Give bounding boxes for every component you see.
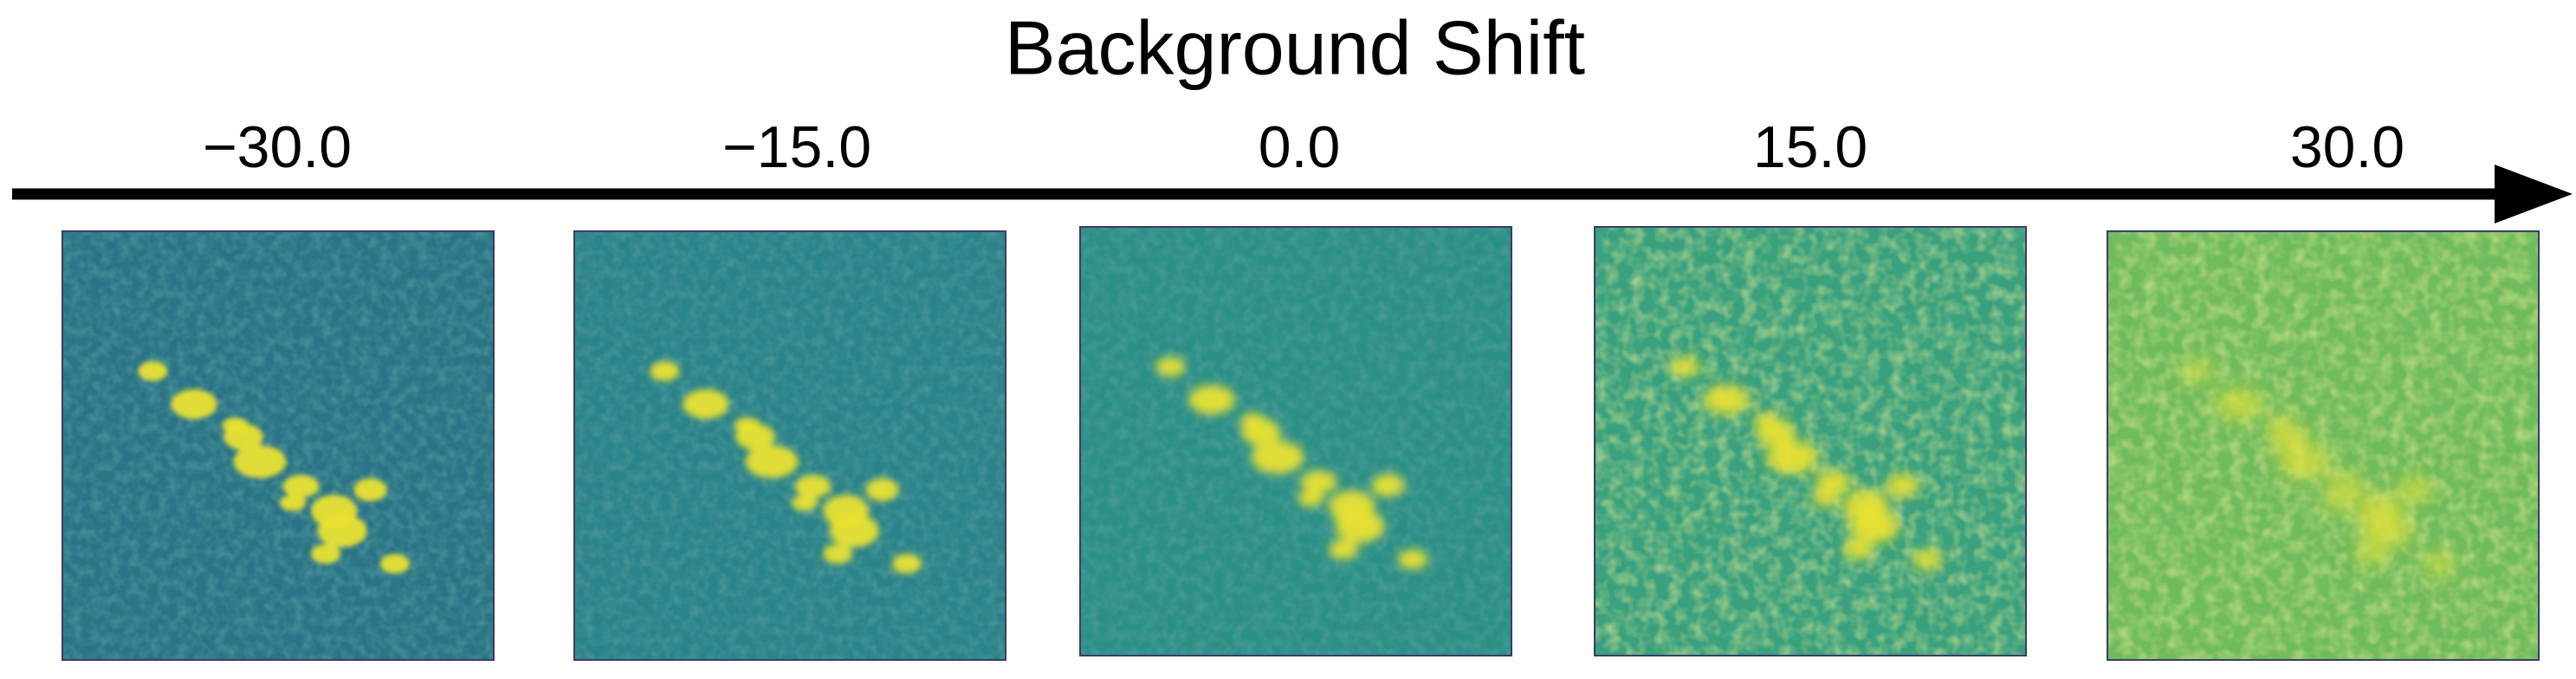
title: Background Shift [1005,4,1585,90]
signal-blob [353,478,387,501]
signal-blob [1239,412,1266,430]
signal-blob [1297,490,1324,508]
image-panel [573,230,1006,661]
signal-blob [791,495,819,512]
signal-blob [1670,357,1700,377]
panel-label: 15.0 [1753,114,1867,180]
signal-blob [379,553,411,574]
panel-border [1079,226,1512,656]
panel-noise [574,231,1006,660]
panel-label: 0.0 [1259,114,1341,180]
signal-blob [794,475,832,498]
panel-noise [1595,227,2026,656]
signal-blob [171,389,217,419]
signal-blob [279,495,307,512]
panel-border [1594,226,2027,656]
arrow-head [2495,165,2573,223]
signal-blob [1188,385,1235,415]
signal-blobs [650,361,922,574]
signal-blob [650,361,680,381]
image-panel [61,230,495,661]
panel-noise [2107,231,2539,660]
signal-blob [282,475,320,498]
signal-blob [829,514,879,547]
panel-noise [1080,227,1511,656]
signal-blob [1754,412,1781,430]
image-panel [2107,230,2540,661]
signal-blob [2398,478,2432,501]
signal-blob [1849,509,1900,543]
panel-border [2107,230,2540,661]
signal-blob [222,417,249,434]
panel-label: −30.0 [203,114,352,180]
signal-blob [823,544,853,564]
panel-border [61,230,495,661]
signal-blob [1815,470,1852,494]
signal-blob [2267,417,2294,434]
signal-blob [1155,357,1186,377]
signal-blob [745,445,799,479]
signal-blob [2324,495,2352,512]
signal-blob [865,478,899,501]
signal-blob [138,361,168,381]
signal-blob [1703,385,1750,415]
panel-noise [62,231,494,660]
signal-blob [2183,361,2213,381]
image-panel [1594,226,2027,656]
signal-blobs [1670,357,1943,570]
signal-blob [1886,474,1919,497]
signal-blob [891,553,922,574]
signal-blob [1811,490,1839,508]
signal-blob [2362,514,2412,547]
signal-blobs [1155,357,1428,570]
signal-blob [1300,470,1337,494]
panel-border [573,230,1006,661]
panel-label: 30.0 [2290,114,2404,180]
signal-blob [1397,549,1428,570]
signal-blob [1912,549,1943,570]
image-panel [1079,226,1512,656]
signal-blob [1843,540,1874,559]
signal-blob [2278,445,2332,479]
signal-blob [1765,441,1819,475]
signal-blob [311,544,341,564]
signal-blob [734,417,761,434]
panel-label: −15.0 [722,114,871,180]
signal-blob [2424,553,2456,574]
signal-blob [1335,509,1385,543]
signal-blob [683,389,729,419]
signal-blobs [138,361,411,574]
signal-blob [1251,441,1304,475]
signal-blob [1371,474,1405,497]
signal-blob [1329,540,1359,559]
signal-blob [2356,544,2386,564]
signal-blob [2327,475,2365,498]
signal-blob [317,514,367,547]
signal-blobs [2183,361,2456,574]
signal-blob [2216,389,2262,419]
signal-blob [233,445,287,479]
